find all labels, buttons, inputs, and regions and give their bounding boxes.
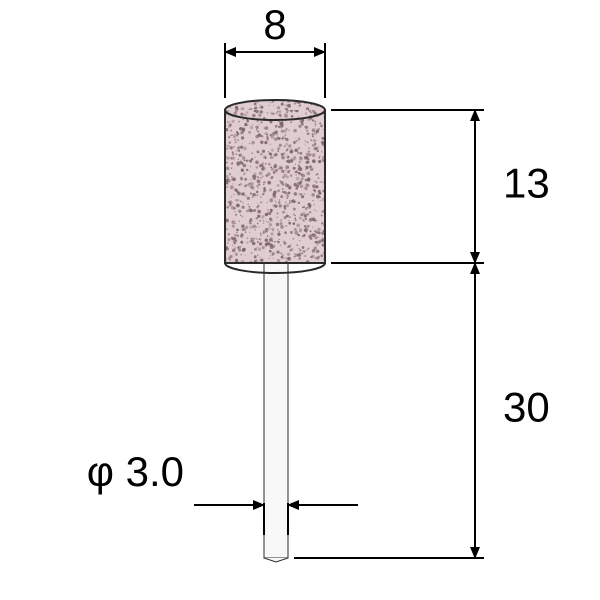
shank <box>264 262 288 558</box>
dim-shank-length-text: 30 <box>503 384 550 431</box>
dim-head-height-text: 13 <box>503 160 550 207</box>
dim-shank-dia-text: φ 3.0 <box>87 448 184 495</box>
dim-width-text: 8 <box>263 1 286 48</box>
grinding-head <box>225 110 325 263</box>
